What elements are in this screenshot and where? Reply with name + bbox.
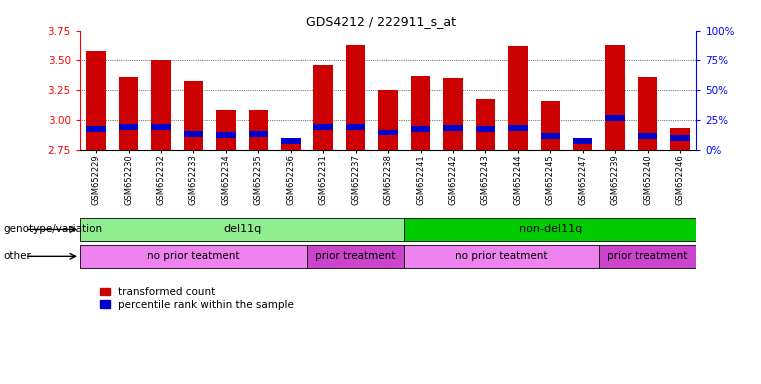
Bar: [404, 218, 696, 241]
Bar: [411, 126, 430, 132]
Text: del11q: del11q: [223, 224, 261, 234]
Text: no prior teatment: no prior teatment: [147, 251, 240, 261]
Bar: [599, 245, 696, 268]
Text: other: other: [4, 251, 32, 262]
Bar: [281, 138, 301, 144]
Bar: [378, 129, 398, 136]
Bar: [314, 124, 333, 129]
Bar: [307, 245, 404, 268]
Bar: [183, 131, 203, 137]
Bar: [443, 78, 463, 150]
Bar: [638, 133, 658, 139]
Text: no prior teatment: no prior teatment: [455, 251, 548, 261]
Bar: [151, 124, 170, 129]
Text: genotype/variation: genotype/variation: [4, 224, 103, 235]
Bar: [508, 46, 527, 150]
Bar: [670, 136, 689, 141]
Bar: [80, 245, 307, 268]
Bar: [443, 125, 463, 131]
Bar: [411, 76, 430, 150]
Bar: [606, 45, 625, 150]
Bar: [670, 128, 689, 150]
Bar: [216, 111, 236, 150]
Text: non-del11q: non-del11q: [519, 224, 582, 234]
Bar: [508, 125, 527, 131]
Text: prior treatment: prior treatment: [607, 251, 688, 261]
Legend: transformed count, percentile rank within the sample: transformed count, percentile rank withi…: [100, 287, 294, 310]
Bar: [249, 111, 268, 150]
Bar: [119, 77, 139, 150]
Bar: [573, 141, 593, 150]
Bar: [314, 65, 333, 150]
Bar: [87, 51, 106, 150]
Bar: [638, 77, 658, 150]
Bar: [216, 132, 236, 138]
Bar: [476, 126, 495, 132]
Bar: [87, 126, 106, 132]
Bar: [346, 45, 365, 150]
Bar: [119, 124, 139, 129]
Bar: [476, 99, 495, 150]
Bar: [540, 133, 560, 139]
Bar: [606, 115, 625, 121]
Bar: [183, 81, 203, 150]
Bar: [404, 245, 599, 268]
Bar: [80, 218, 404, 241]
Bar: [151, 60, 170, 150]
Bar: [573, 138, 593, 144]
Bar: [249, 131, 268, 137]
Text: GDS4212 / 222911_s_at: GDS4212 / 222911_s_at: [305, 15, 456, 28]
Bar: [540, 101, 560, 150]
Bar: [346, 124, 365, 129]
Text: prior treatment: prior treatment: [316, 251, 396, 261]
Bar: [281, 138, 301, 150]
Bar: [378, 90, 398, 150]
